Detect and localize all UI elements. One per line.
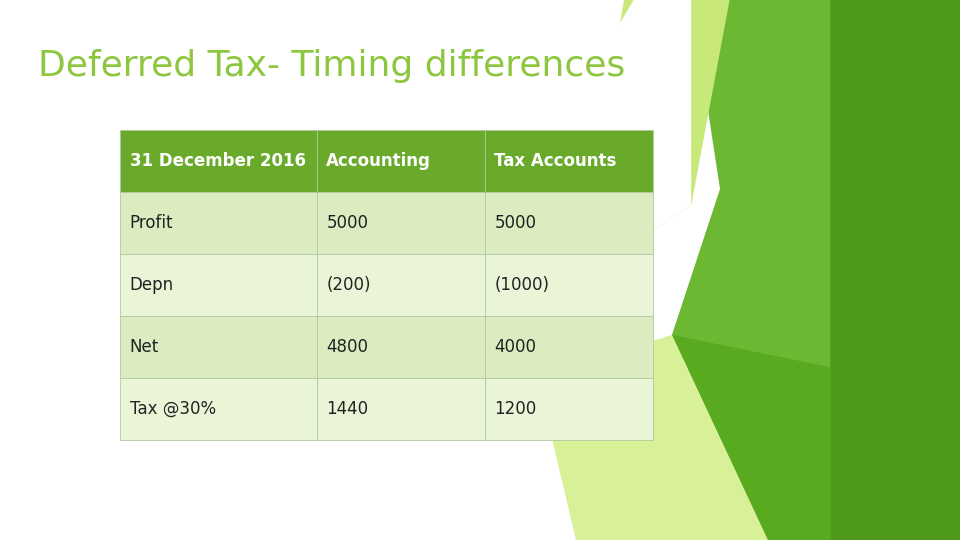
Text: Profit: Profit <box>130 214 173 232</box>
Text: 4000: 4000 <box>494 338 537 356</box>
Text: Deferred Tax- Timing differences: Deferred Tax- Timing differences <box>38 49 626 83</box>
Text: 1200: 1200 <box>494 400 537 418</box>
Text: Net: Net <box>130 338 158 356</box>
Text: Depn: Depn <box>130 276 174 294</box>
Text: Accounting: Accounting <box>326 152 431 170</box>
Text: 1440: 1440 <box>326 400 369 418</box>
Text: 31 December 2016: 31 December 2016 <box>130 152 305 170</box>
Text: (1000): (1000) <box>494 276 549 294</box>
Text: Tax Accounts: Tax Accounts <box>494 152 616 170</box>
Text: 4800: 4800 <box>326 338 369 356</box>
Text: 5000: 5000 <box>326 214 369 232</box>
Text: Tax @30%: Tax @30% <box>130 400 216 418</box>
Text: (200): (200) <box>326 276 371 294</box>
Text: 5000: 5000 <box>494 214 537 232</box>
